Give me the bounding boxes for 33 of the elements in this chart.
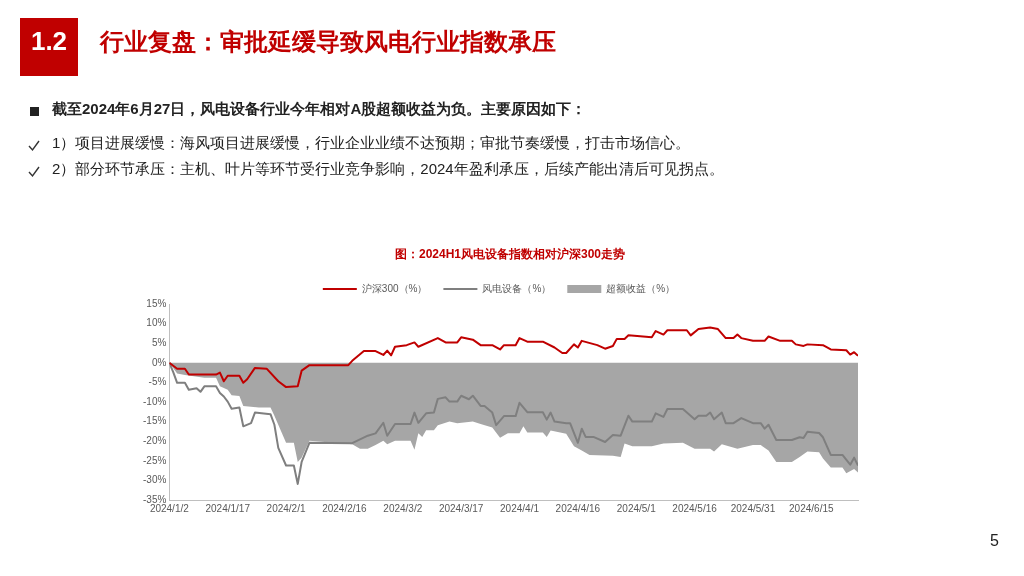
y-tick-label: 15% [146, 297, 167, 309]
x-tick-label: 2024/3/17 [438, 502, 484, 514]
legend-label: 沪深300（%） [361, 282, 428, 294]
text: 2）部分环节承压：主机、叶片等环节受行业竞争影响，2024年盈利承压，后续产能出清后可见拐点。 [52, 160, 724, 179]
y-tick-label: -20% [142, 434, 167, 446]
x-tick-label: 2024/2/1 [266, 502, 306, 514]
y-tick-label: 5% [151, 336, 167, 348]
y-tick-label: -25% [142, 454, 167, 466]
legend-label: 超额收益（%） [606, 282, 676, 294]
x-tick-label: 2024/2/16 [322, 502, 368, 514]
y-tick-label: -15% [142, 415, 167, 427]
x-tick-label: 2024/1/17 [205, 502, 251, 514]
y-tick-label: -30% [142, 474, 167, 486]
y-tick-label: 10% [146, 317, 167, 329]
text: 5 [990, 532, 999, 550]
x-tick-label: 2024/5/16 [672, 502, 718, 514]
legend-label: 风电设备（%） [482, 282, 552, 294]
y-tick-label: -5% [148, 376, 167, 388]
x-tick-label: 2024/6/15 [789, 502, 834, 514]
chart-subtitle: 图：2024H1风电设备指数相对沪深300走势 [393, 246, 627, 263]
y-tick-label: 0% [151, 356, 167, 368]
x-tick-label: 2024/5/1 [616, 502, 657, 514]
y-tick-label: -35% [142, 493, 167, 505]
text: 1.2 [20, 18, 78, 76]
chart-title: 行业复盘：审批延缓导致风电行业指数承压 [100, 27, 556, 57]
x-tick-label: 2024/4/16 [555, 502, 601, 514]
x-tick-label: 2024/1/2 [149, 502, 190, 514]
x-tick-label: 2024/4/1 [500, 502, 540, 514]
text: 1）项目进展缓慢：海风项目进展缓慢，行业企业业绩不达预期；审批节奏缓慢，打击市场信心。 [52, 134, 691, 153]
x-tick-label: 2024/5/31 [730, 502, 776, 514]
y-tick-label: -10% [142, 395, 167, 407]
x-tick-label: 2024/3/2 [383, 502, 423, 514]
text: 截至2024年6月27日，风电设备行业今年相对A股超额收益为负。主要原因如下： [52, 100, 587, 119]
